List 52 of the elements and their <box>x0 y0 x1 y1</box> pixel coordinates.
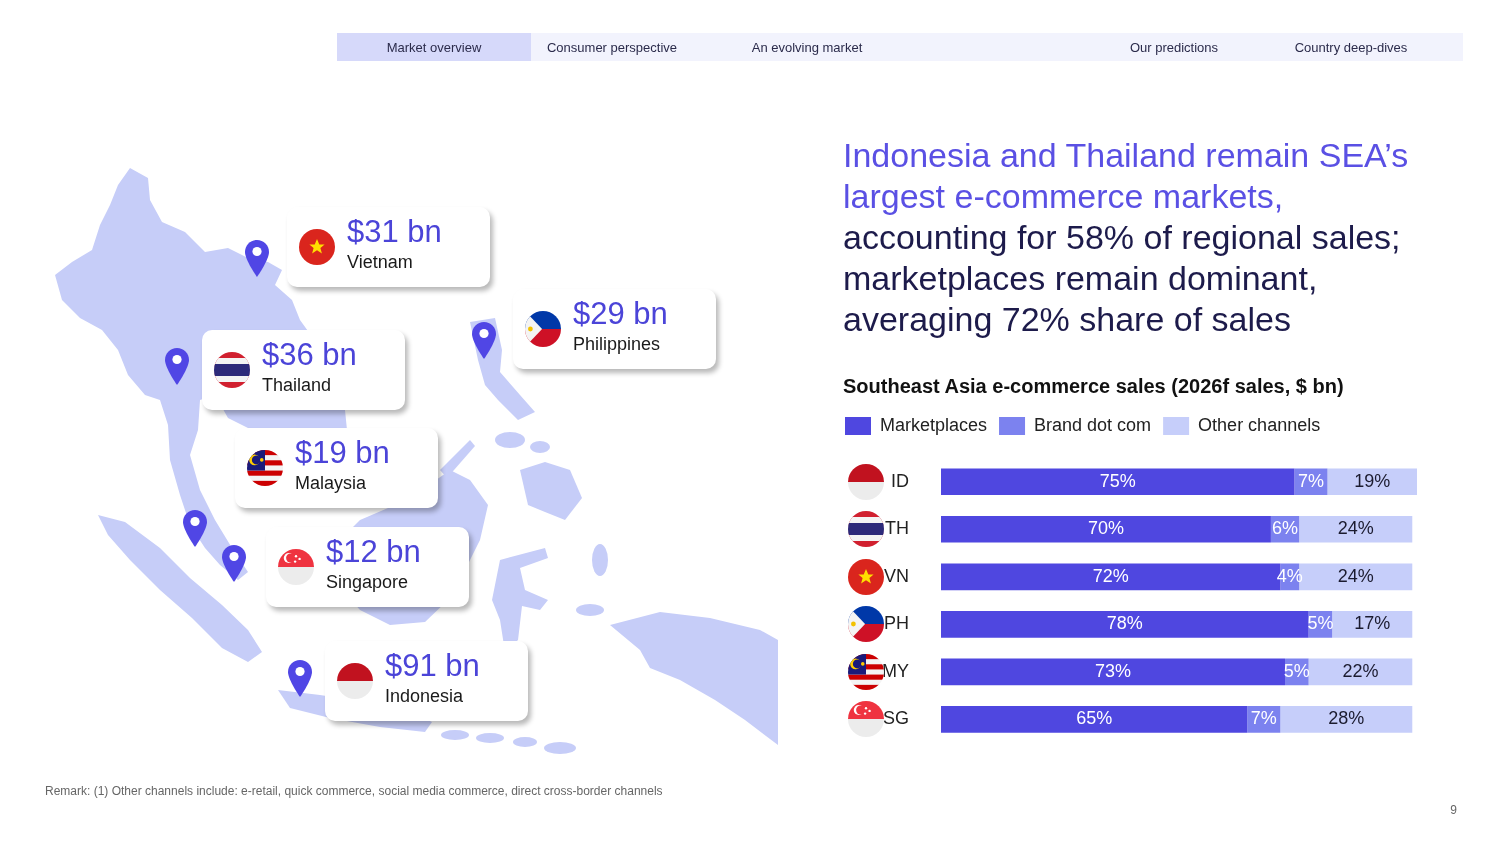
data-label: 65% <box>1076 708 1113 729</box>
bar <box>941 706 1248 733</box>
category-label: Philippines <box>573 333 661 355</box>
data-label: 7% <box>1250 708 1277 729</box>
y-tick-label: ID <box>891 470 909 491</box>
bar <box>1332 611 1413 638</box>
legend-label: Marketplaces <box>880 414 988 435</box>
nav-bar: Market overview Consumer perspective An evolving market Our predictions Country deep-dives <box>337 33 1463 61</box>
text: 9 <box>1449 803 1457 817</box>
data-label: 24% <box>1337 518 1374 539</box>
data-label: 72% <box>1092 565 1129 586</box>
y-tick-label: VN <box>883 565 909 586</box>
data-label: 17% <box>1354 613 1391 634</box>
chart-title: Indonesia and Thailand remain SEA’s largest e-commerce markets, accounting for 58% of regional sales; marketplaces remain dominant, averaging 72% share of sales <box>843 135 1410 340</box>
category-label: Singapore <box>326 571 409 593</box>
y-tick-label: MY <box>882 660 909 681</box>
data-label: 28% <box>1328 708 1365 729</box>
bar <box>941 468 1295 496</box>
chart-subtitle: Southeast Asia e-commerce sales (2026f sales, $ bn) <box>843 374 1344 399</box>
category-label: Vietnam <box>347 251 413 273</box>
bar <box>941 611 1309 638</box>
y-tick-label: TH <box>885 518 909 539</box>
y-tick-label: PH <box>883 613 909 634</box>
data-label: $19 bn <box>295 435 390 470</box>
category-label: Malaysia <box>295 472 367 494</box>
data-label: $29 bn <box>573 296 668 331</box>
y-tick-label: SG <box>882 708 909 729</box>
data-label: 7% <box>1297 470 1324 491</box>
text: Remark: (1) Other channels include: e-retail, quick commerce, social media commerce, direct cross-border channels <box>45 784 663 798</box>
data-label: $36 bn <box>262 337 357 372</box>
data-label: $12 bn <box>326 534 421 569</box>
data-label: 5% <box>1307 613 1334 634</box>
bar <box>1299 515 1413 543</box>
bar <box>1327 468 1417 496</box>
data-label: $31 bn <box>347 214 442 249</box>
legend-label: Other channels <box>1198 414 1321 435</box>
data-label: 24% <box>1337 565 1374 586</box>
category-label: Thailand <box>262 374 332 396</box>
data-label: 73% <box>1095 660 1132 681</box>
legend-label: Brand dot com <box>1034 414 1152 435</box>
data-label: 6% <box>1272 518 1299 539</box>
data-label: 22% <box>1342 660 1379 681</box>
bar <box>941 515 1271 543</box>
data-label: 19% <box>1354 470 1391 491</box>
category-label: Indonesia <box>385 685 464 707</box>
bar <box>941 658 1286 686</box>
bar <box>1280 706 1413 733</box>
data-label: 70% <box>1087 518 1124 539</box>
data-label: 78% <box>1106 613 1143 634</box>
data-label: 5% <box>1283 660 1310 681</box>
data-label: $91 bn <box>385 648 480 683</box>
data-label: 75% <box>1099 470 1136 491</box>
